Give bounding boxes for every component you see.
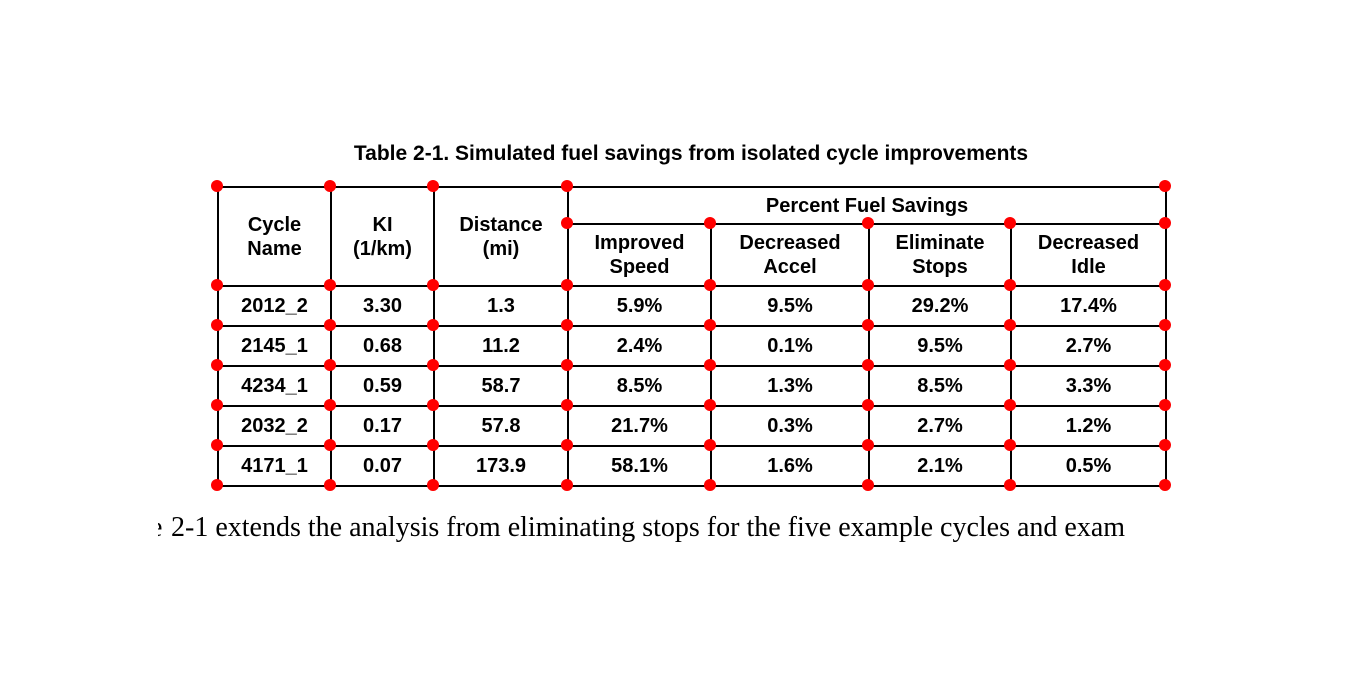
cell-improved-speed: 58.1% xyxy=(567,445,712,487)
cell-distance: 1.3 xyxy=(433,285,569,327)
table-caption: Table 2-1. Simulated fuel savings from i… xyxy=(353,142,1029,165)
cell-decreased-idle: 1.2% xyxy=(1009,405,1168,447)
cell-improved-speed: 5.9% xyxy=(567,285,712,327)
table-row: 2032_2 0.17 57.8 21.7% 0.3% 2.7% 1.2% xyxy=(217,405,1168,447)
cell-decreased-idle: 3.3% xyxy=(1009,365,1168,407)
header-distance: Distance (mi) xyxy=(433,186,569,287)
cell-distance: 173.9 xyxy=(433,445,569,487)
cell-improved-speed: 2.4% xyxy=(567,325,712,367)
cell-improved-speed: 8.5% xyxy=(567,365,712,407)
cell-ki: 0.07 xyxy=(330,445,435,487)
cell-decreased-idle: 2.7% xyxy=(1009,325,1168,367)
table-row: 2012_2 3.30 1.3 5.9% 9.5% 29.2% 17.4% xyxy=(217,285,1168,327)
cell-cycle-name: 2012_2 xyxy=(217,285,332,327)
cell-cycle-name: 4171_1 xyxy=(217,445,332,487)
cell-distance: 58.7 xyxy=(433,365,569,407)
cell-ki: 3.30 xyxy=(330,285,435,327)
cell-cycle-name: 2145_1 xyxy=(217,325,332,367)
header-row-sub: Improved Speed Decreased Accel Eliminate… xyxy=(218,223,1168,287)
cell-distance: 57.8 xyxy=(433,405,569,447)
cell-decreased-accel: 9.5% xyxy=(710,285,870,327)
cell-distance: 11.2 xyxy=(433,325,569,367)
header-eliminate-stops: Eliminate Stops xyxy=(868,223,1012,287)
cell-ki: 0.59 xyxy=(330,365,435,407)
header-cycle-name: Cycle Name xyxy=(217,186,332,287)
cell-eliminate-stops: 8.5% xyxy=(868,365,1012,407)
cell-decreased-idle: 17.4% xyxy=(1009,285,1168,327)
cell-decreased-accel: 1.6% xyxy=(710,445,870,487)
cell-eliminate-stops: 2.1% xyxy=(868,445,1012,487)
table-row: 2145_1 0.68 11.2 2.4% 0.1% 9.5% 2.7% xyxy=(217,325,1168,367)
cell-ki: 0.17 xyxy=(330,405,435,447)
body-text-line: 2-1 extends the analysis from eliminatin… xyxy=(171,512,1126,543)
table-row: 4171_1 0.07 173.9 58.1% 1.6% 2.1% 0.5% xyxy=(217,445,1168,487)
cell-cycle-name: 4234_1 xyxy=(217,365,332,407)
cell-decreased-accel: 0.1% xyxy=(710,325,870,367)
cell-decreased-accel: 0.3% xyxy=(710,405,870,447)
header-percent-fuel-savings: Percent Fuel Savings xyxy=(566,186,1168,225)
clipped-word-fragment: e xyxy=(158,510,163,546)
header-row-group: Cycle Name KI (1/km) Distance (mi) Perce… xyxy=(217,186,1168,287)
header-ki: KI (1/km) xyxy=(330,186,435,287)
cell-decreased-accel: 1.3% xyxy=(710,365,870,407)
cell-eliminate-stops: 2.7% xyxy=(868,405,1012,447)
table-row: 4234_1 0.59 58.7 8.5% 1.3% 8.5% 3.3% xyxy=(217,365,1168,407)
header-decreased-idle: Decreased Idle xyxy=(1009,223,1168,287)
cell-decreased-idle: 0.5% xyxy=(1009,445,1168,487)
fuel-savings-table: Cycle Name KI (1/km) Distance (mi) Perce… xyxy=(217,186,1168,487)
cell-ki: 0.68 xyxy=(330,325,435,367)
cell-eliminate-stops: 9.5% xyxy=(868,325,1012,367)
header-decreased-accel: Decreased Accel xyxy=(710,223,870,287)
cell-improved-speed: 21.7% xyxy=(567,405,712,447)
cell-eliminate-stops: 29.2% xyxy=(868,285,1012,327)
cell-cycle-name: 2032_2 xyxy=(217,405,332,447)
header-improved-speed: Improved Speed xyxy=(567,223,712,287)
